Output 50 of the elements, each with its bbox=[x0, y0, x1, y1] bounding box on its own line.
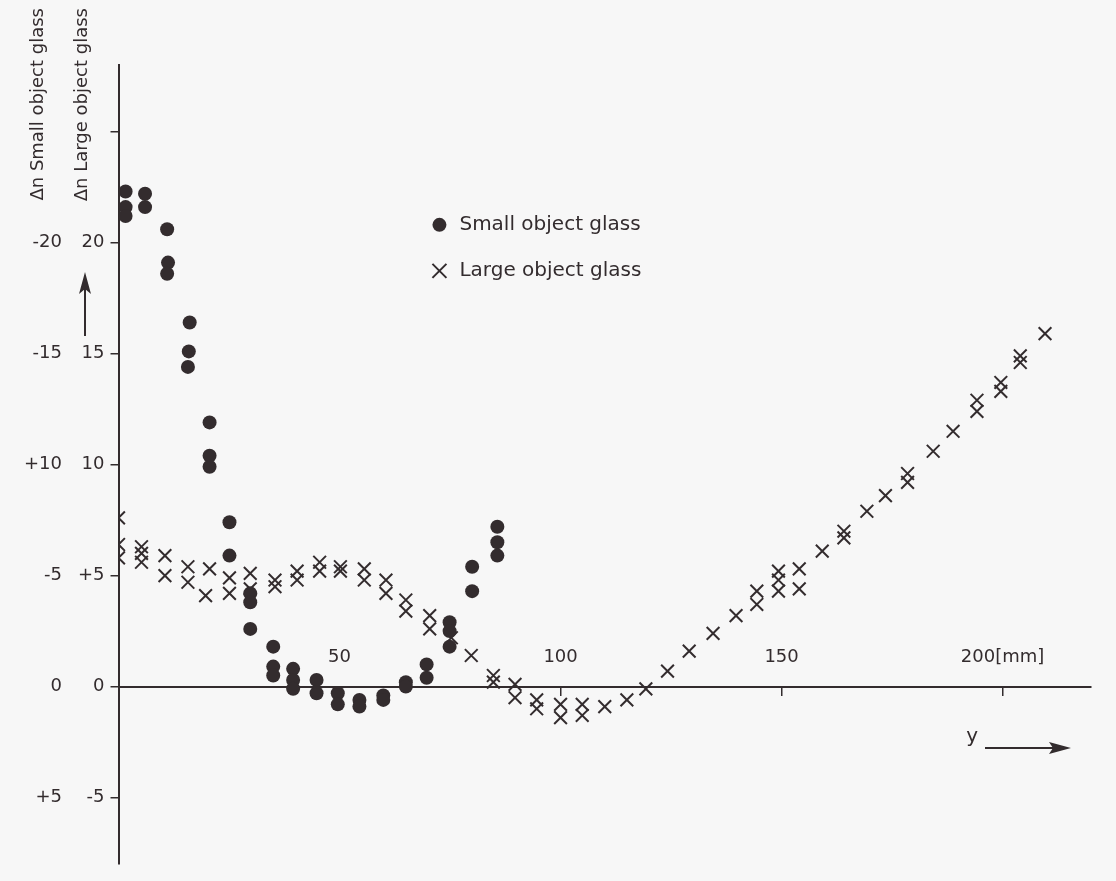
point bbox=[243, 595, 258, 610]
point bbox=[138, 186, 153, 201]
y2-tick-label: -20 bbox=[32, 230, 62, 252]
point bbox=[309, 686, 324, 701]
point bbox=[490, 519, 505, 534]
point bbox=[465, 584, 480, 599]
point bbox=[419, 657, 434, 672]
point bbox=[490, 548, 505, 563]
y-tick-label: 15 bbox=[81, 341, 105, 363]
y-tick-label: +5 bbox=[77, 563, 105, 585]
y2-tick-label: +10 bbox=[23, 452, 62, 474]
y2-tick-label: +5 bbox=[35, 785, 62, 807]
x-axis-title: y bbox=[966, 722, 979, 747]
point bbox=[243, 621, 258, 636]
point bbox=[180, 359, 195, 374]
point bbox=[419, 670, 434, 685]
y-tick-label: -5 bbox=[86, 785, 105, 807]
point bbox=[465, 559, 480, 574]
y2-tick-label: -15 bbox=[32, 341, 62, 363]
point bbox=[138, 200, 153, 215]
point bbox=[202, 459, 217, 474]
point bbox=[222, 548, 237, 563]
y2-tick-label: -5 bbox=[44, 563, 62, 585]
x-tick-label: 150 bbox=[764, 645, 799, 667]
point bbox=[118, 184, 133, 199]
point bbox=[266, 639, 281, 654]
point bbox=[202, 415, 217, 430]
point bbox=[309, 672, 324, 687]
legend-label: Small object glass bbox=[459, 211, 641, 236]
y-tick-label: 10 bbox=[81, 452, 105, 474]
x-tick-label: 100 bbox=[543, 645, 578, 667]
y-axis-title: Δn Large object glass bbox=[69, 8, 91, 202]
point bbox=[330, 686, 345, 701]
point bbox=[160, 222, 175, 237]
y2-tick-label: 0 bbox=[50, 674, 62, 696]
point bbox=[181, 344, 196, 359]
point bbox=[442, 639, 457, 654]
legend-label: Large object glass bbox=[459, 257, 642, 282]
point bbox=[490, 535, 505, 550]
x-tick-label: 200[mm] bbox=[960, 645, 1045, 667]
point bbox=[266, 668, 281, 683]
y-tick-label: 0 bbox=[93, 674, 105, 696]
point bbox=[160, 266, 175, 281]
y-tick-label: 20 bbox=[81, 230, 105, 252]
y2-axis-title: Δn Small object glass bbox=[25, 8, 47, 201]
x-tick-label: 50 bbox=[328, 645, 351, 667]
point bbox=[330, 697, 345, 712]
point bbox=[182, 315, 197, 330]
point bbox=[222, 515, 237, 530]
point bbox=[442, 624, 457, 639]
